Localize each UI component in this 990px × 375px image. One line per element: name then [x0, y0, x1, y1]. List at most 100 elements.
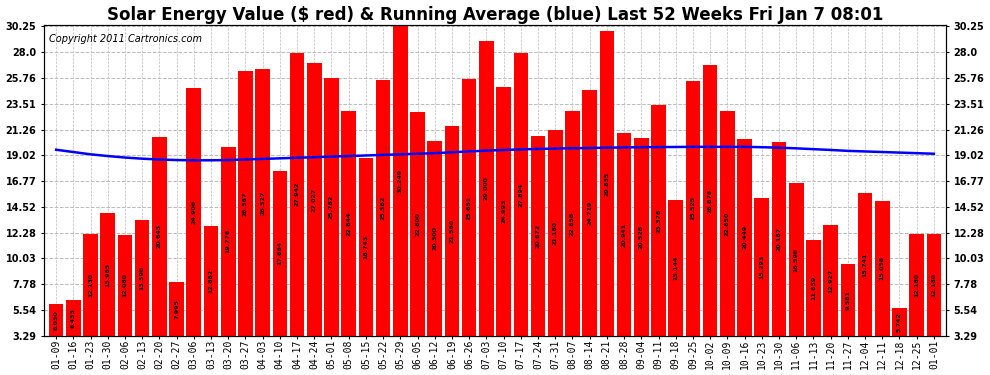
Text: 20.941: 20.941 — [622, 222, 627, 247]
Text: 6.433: 6.433 — [71, 308, 76, 328]
Text: 20.449: 20.449 — [742, 225, 747, 249]
Bar — [410, 112, 425, 336]
Bar — [100, 213, 115, 336]
Text: 25.582: 25.582 — [380, 196, 386, 220]
Text: 22.858: 22.858 — [570, 211, 575, 236]
Bar — [806, 240, 821, 336]
Text: 22.850: 22.850 — [725, 211, 730, 236]
Text: 25.782: 25.782 — [329, 195, 334, 219]
Text: 27.894: 27.894 — [519, 183, 524, 207]
Bar — [617, 133, 632, 336]
Bar — [892, 308, 907, 336]
Bar — [290, 53, 304, 336]
Text: 30.249: 30.249 — [398, 169, 403, 193]
Bar — [789, 183, 804, 336]
Bar — [771, 142, 786, 336]
Text: 24.906: 24.906 — [191, 200, 196, 224]
Text: 22.844: 22.844 — [346, 211, 351, 236]
Bar — [857, 193, 872, 336]
Text: 12.927: 12.927 — [828, 268, 834, 292]
Text: Copyright 2011 Cartronics.com: Copyright 2011 Cartronics.com — [49, 34, 202, 44]
Text: 11.639: 11.639 — [811, 276, 816, 300]
Text: 26.367: 26.367 — [243, 191, 248, 216]
Bar — [927, 234, 941, 336]
Text: 15.741: 15.741 — [862, 252, 867, 276]
Text: 13.965: 13.965 — [105, 262, 110, 287]
Bar — [582, 90, 597, 336]
Text: 27.942: 27.942 — [295, 182, 300, 207]
Text: 15.058: 15.058 — [880, 256, 885, 280]
Text: 20.187: 20.187 — [776, 227, 781, 251]
Text: 26.876: 26.876 — [708, 188, 713, 213]
Text: 15.144: 15.144 — [673, 256, 678, 280]
Text: 19.776: 19.776 — [226, 229, 231, 254]
Text: 9.581: 9.581 — [845, 290, 850, 310]
Text: 7.995: 7.995 — [174, 299, 179, 319]
Text: 22.800: 22.800 — [415, 212, 420, 236]
Bar — [376, 80, 390, 336]
Bar — [720, 111, 735, 336]
Bar — [479, 40, 494, 336]
Bar — [668, 200, 683, 336]
Bar — [445, 126, 459, 336]
Text: 25.525: 25.525 — [690, 196, 695, 220]
Text: 12.080: 12.080 — [123, 273, 128, 297]
Text: 23.376: 23.376 — [656, 209, 661, 232]
Bar — [428, 141, 443, 336]
Text: 20.300: 20.300 — [433, 226, 438, 250]
Bar — [531, 136, 545, 336]
Text: 5.742: 5.742 — [897, 312, 902, 332]
Text: 29.835: 29.835 — [604, 171, 610, 196]
Bar — [514, 53, 528, 336]
Bar — [565, 111, 580, 336]
Bar — [651, 105, 666, 336]
Text: 27.027: 27.027 — [312, 188, 317, 211]
Text: 24.719: 24.719 — [587, 201, 592, 225]
Text: 17.664: 17.664 — [277, 241, 282, 266]
Text: 26.527: 26.527 — [260, 190, 265, 214]
Bar — [754, 198, 769, 336]
Text: 21.180: 21.180 — [552, 221, 557, 245]
Bar — [272, 171, 287, 336]
Title: Solar Energy Value ($ red) & Running Average (blue) Last 52 Weeks Fri Jan 7 08:0: Solar Energy Value ($ red) & Running Ave… — [107, 6, 883, 24]
Text: 13.390: 13.390 — [140, 266, 145, 290]
Bar — [841, 264, 855, 336]
Text: 12.130: 12.130 — [88, 273, 93, 297]
Bar — [307, 63, 322, 336]
Bar — [239, 71, 252, 336]
Bar — [152, 136, 166, 336]
Bar — [342, 111, 356, 336]
Bar — [393, 26, 408, 336]
Text: 21.560: 21.560 — [449, 219, 454, 243]
Bar — [738, 139, 751, 336]
Bar — [135, 220, 149, 336]
Bar — [600, 31, 614, 336]
Text: 20.643: 20.643 — [156, 224, 162, 248]
Bar — [462, 79, 476, 336]
Text: 25.651: 25.651 — [466, 195, 471, 220]
Text: 12.882: 12.882 — [209, 269, 214, 293]
Text: 16.590: 16.590 — [794, 248, 799, 272]
Bar — [255, 69, 270, 336]
Bar — [875, 201, 890, 336]
Bar — [169, 282, 184, 336]
Text: 15.293: 15.293 — [759, 255, 764, 279]
Text: 6.030: 6.030 — [53, 310, 58, 330]
Text: 20.528: 20.528 — [639, 225, 644, 249]
Bar — [204, 226, 219, 336]
Bar — [547, 130, 562, 336]
Bar — [186, 88, 201, 336]
Bar — [703, 65, 718, 336]
Text: 18.743: 18.743 — [363, 235, 368, 259]
Text: 12.180: 12.180 — [932, 273, 937, 297]
Bar — [66, 300, 80, 336]
Text: 20.672: 20.672 — [536, 224, 541, 248]
Text: 12.180: 12.180 — [914, 273, 919, 297]
Bar — [83, 234, 98, 336]
Bar — [686, 81, 700, 336]
Bar — [634, 138, 648, 336]
Bar — [324, 78, 339, 336]
Text: 24.993: 24.993 — [501, 199, 506, 223]
Bar — [824, 225, 838, 336]
Bar — [358, 158, 373, 336]
